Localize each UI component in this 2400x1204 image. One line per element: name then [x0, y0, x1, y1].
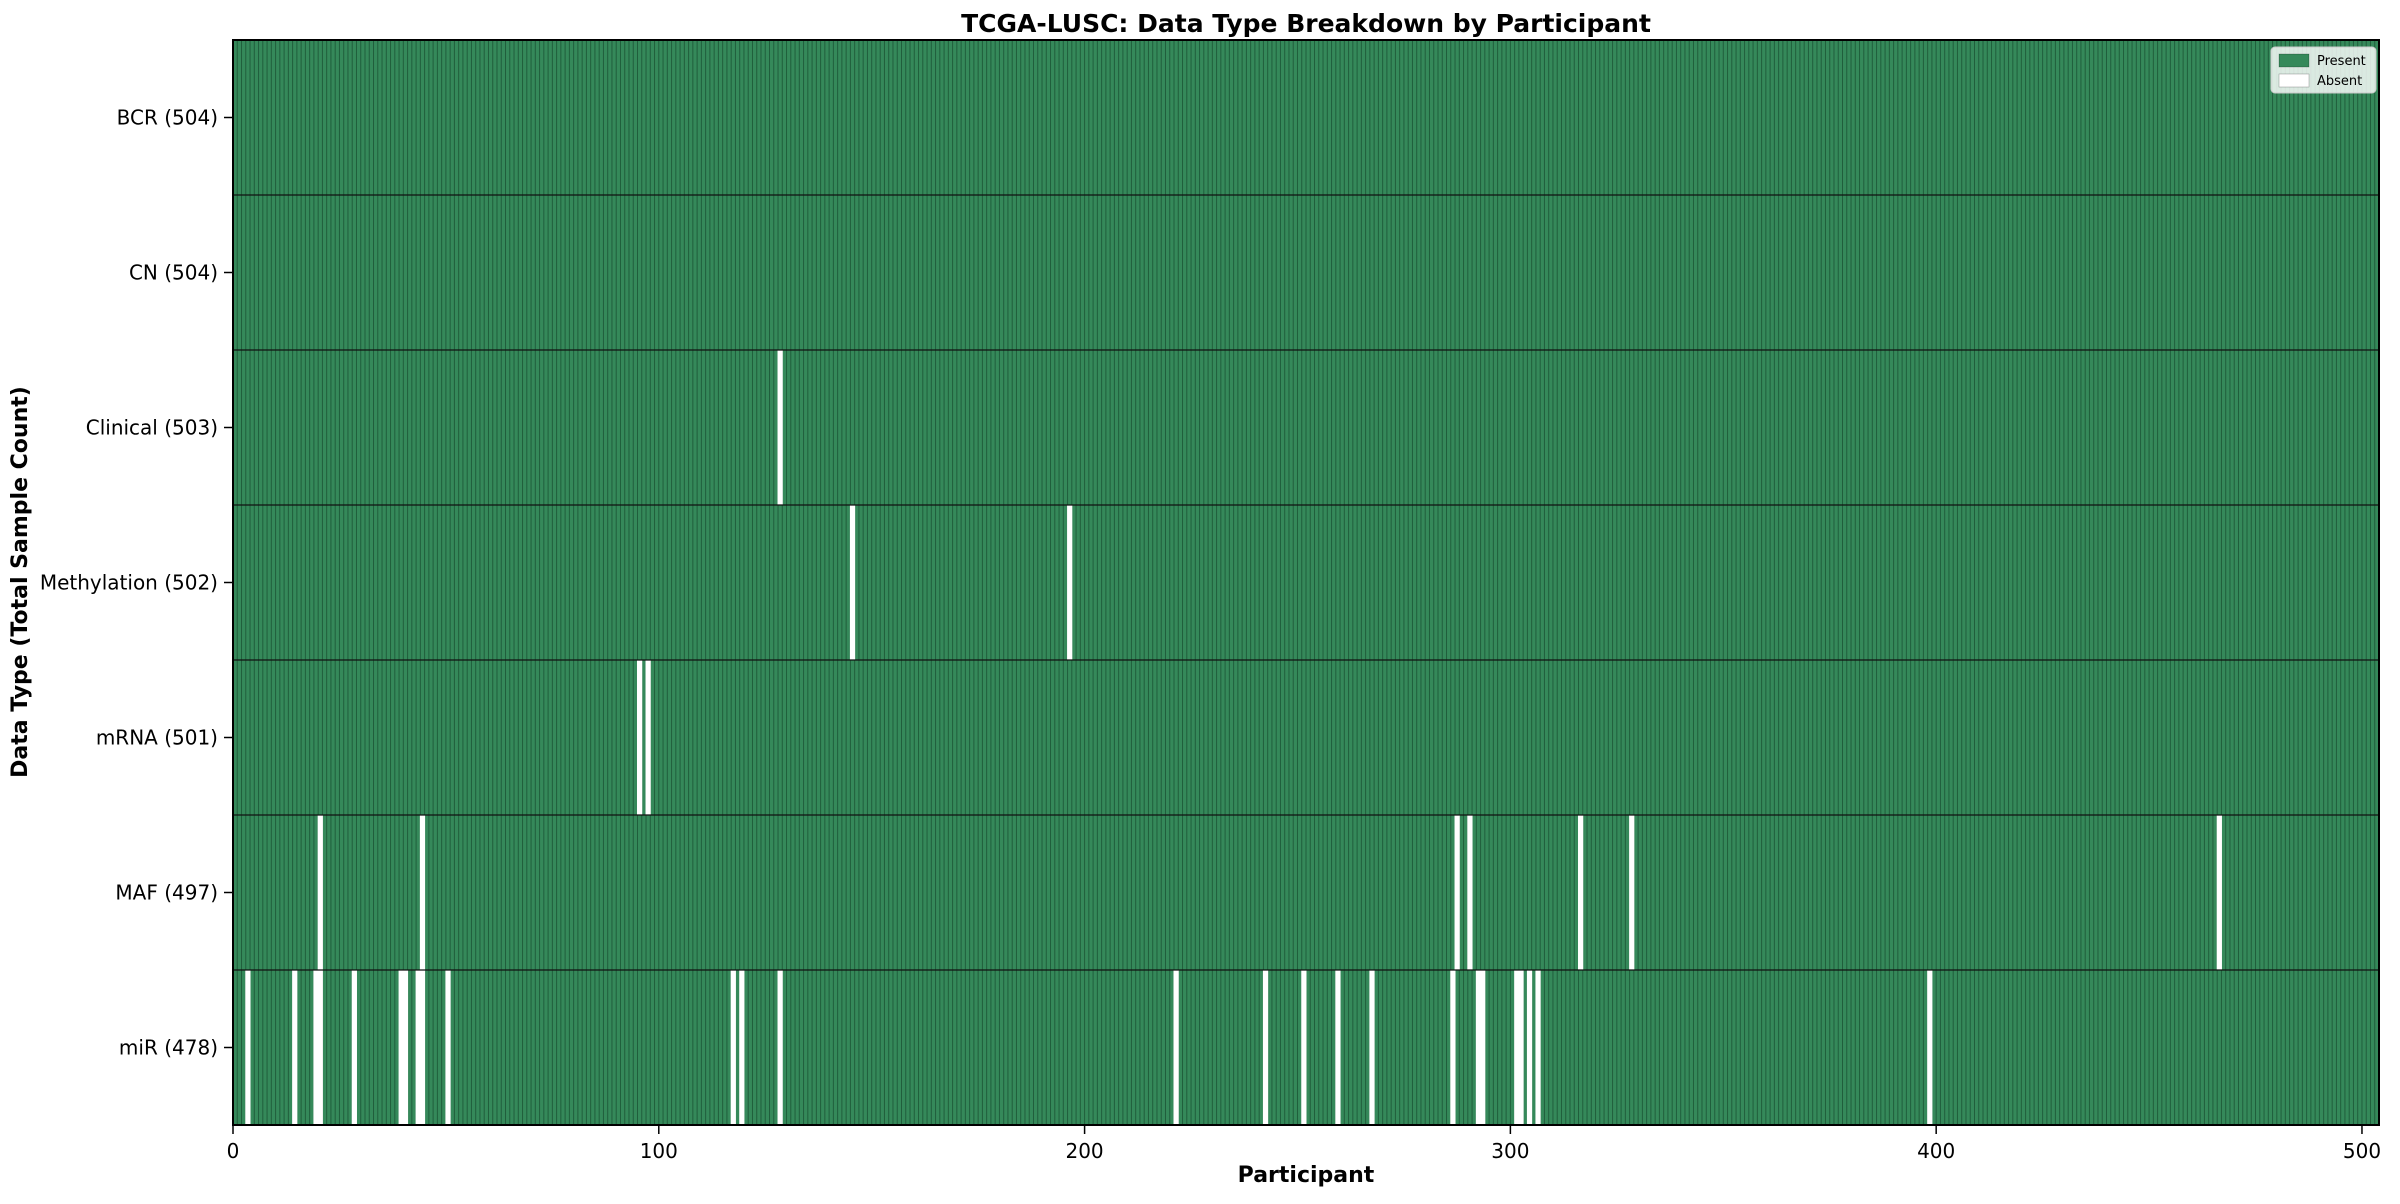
- legend-label-present: Present: [2317, 54, 2366, 69]
- legend: Present Absent: [2270, 46, 2377, 94]
- legend-swatch-absent: [2278, 73, 2310, 88]
- y-tick-label-CN: CN (504): [129, 261, 218, 285]
- y-axis-label: Data Type (Total Sample Count): [8, 386, 33, 778]
- absent-gap-miR-44: [419, 970, 426, 1125]
- y-tick-label-MAF: MAF (497): [115, 881, 218, 905]
- y-tick-label-miR: miR (478): [119, 1036, 218, 1060]
- absent-gap-MAF-20: [317, 815, 323, 970]
- absent-gap-miR-259: [1335, 970, 1341, 1125]
- absent-gap-miR-19: [313, 970, 319, 1125]
- absent-gap-miR-43: [415, 970, 421, 1125]
- x-axis-label: Participant: [1238, 1163, 1375, 1188]
- absent-gap-miR-50: [445, 970, 451, 1125]
- absent-gap-miR-304: [1526, 970, 1533, 1125]
- absent-gap-miR-117: [730, 970, 736, 1125]
- absent-gap-MAF-290: [1467, 815, 1473, 970]
- chart-title: TCGA-LUSC: Data Type Breakdown by Partic…: [961, 9, 1651, 38]
- absent-gap-miR-28: [351, 970, 357, 1125]
- x-tick-label: 500: [2343, 1139, 2381, 1163]
- absent-gap-miR-242: [1262, 970, 1269, 1125]
- x-tick-label: 400: [1917, 1139, 1955, 1163]
- absent-gap-miR-293: [1480, 970, 1486, 1125]
- absent-gap-miR-302: [1518, 970, 1524, 1125]
- absent-gap-miR-221: [1173, 970, 1179, 1125]
- x-tick-label: 100: [640, 1139, 678, 1163]
- absent-gap-miR-398: [1927, 970, 1933, 1125]
- absent-gap-Methylation-196: [1067, 505, 1073, 660]
- x-tick-label: 200: [1065, 1139, 1103, 1163]
- absent-gap-miR-40: [402, 970, 409, 1125]
- legend-swatch-present: [2278, 53, 2310, 68]
- absent-gap-miR-14: [292, 970, 298, 1125]
- y-tick-label-Methylation: Methylation (502): [40, 571, 218, 595]
- absent-gap-miR-20: [317, 970, 323, 1125]
- absent-gap-Clinical-128: [777, 350, 783, 505]
- absent-gap-MAF-328: [1629, 815, 1635, 970]
- absent-gap-Methylation-145: [849, 505, 856, 660]
- absent-gap-MAF-316: [1578, 815, 1584, 970]
- absent-gap-miR-306: [1535, 970, 1541, 1125]
- absent-gap-miR-128: [777, 970, 783, 1125]
- absent-gap-MAF-44: [419, 815, 426, 970]
- y-tick-label-BCR: BCR (504): [117, 106, 218, 130]
- absent-gap-MAF-287: [1454, 815, 1460, 970]
- absent-gap-miR-301: [1514, 970, 1520, 1125]
- x-tick-label: 0: [227, 1139, 240, 1163]
- legend-label-absent: Absent: [2317, 74, 2362, 89]
- axes: 0 100 200 300 400 500 BCR (504) CN (504) Clinica…: [40, 106, 2381, 1164]
- absent-gap-miR-119: [739, 970, 745, 1125]
- absent-gap-miR-267: [1369, 970, 1375, 1125]
- absent-gap-miR-286: [1450, 970, 1456, 1125]
- absent-gap-MAF-466: [2216, 815, 2222, 970]
- plot-area: [232, 39, 2380, 1126]
- absent-gap-miR-39: [398, 970, 404, 1125]
- x-tick-label: 300: [1491, 1139, 1529, 1163]
- absent-gap-mRNA-97: [645, 660, 651, 815]
- absent-gap-miR-292: [1475, 970, 1482, 1125]
- y-tick-label-mRNA: mRNA (501): [96, 726, 218, 750]
- y-tick-label-Clinical: Clinical (503): [86, 416, 218, 440]
- absent-gap-miR-251: [1301, 970, 1307, 1125]
- absent-gap-miR-3: [245, 970, 251, 1125]
- absent-gap-mRNA-95: [637, 660, 643, 815]
